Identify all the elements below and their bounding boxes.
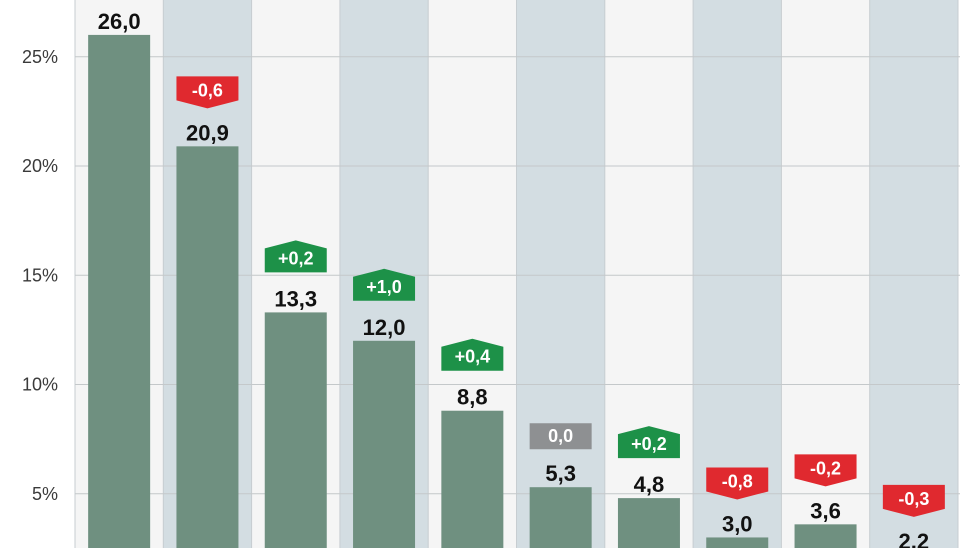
bar — [176, 146, 239, 548]
change-badge-label: -0,2 — [810, 458, 841, 478]
change-badge — [441, 338, 504, 371]
bar-value-label: 20,9 — [186, 120, 229, 145]
y-axis: 5% 10% 15% 20% 25% — [22, 47, 58, 504]
bar-value-label: 3,6 — [810, 498, 841, 523]
column-background — [516, 0, 605, 548]
y-tick-label: 10% — [22, 375, 58, 395]
bar-value-label: 3,0 — [722, 511, 753, 536]
bar — [794, 524, 857, 548]
change-badge — [706, 467, 769, 500]
y-tick-label: 20% — [22, 156, 58, 176]
bar-value-label: 26,0 — [98, 9, 141, 34]
bar — [617, 498, 680, 548]
bar-value-label: 8,8 — [457, 385, 488, 410]
bar — [264, 312, 327, 548]
column-background — [604, 0, 694, 548]
change-badge — [264, 240, 327, 273]
bar — [706, 537, 769, 548]
bar-value-label: 13,3 — [274, 286, 317, 311]
bar-value-label: 4,8 — [634, 472, 665, 497]
change-badge-label: -0,6 — [192, 80, 223, 100]
change-badge-label: +0,2 — [278, 248, 314, 268]
change-badge — [794, 454, 857, 487]
y-tick-label: 25% — [22, 47, 58, 67]
column-background — [693, 0, 782, 548]
change-badge-label: -0,8 — [722, 471, 753, 491]
bars — [88, 34, 857, 548]
change-badge-label: +1,0 — [366, 277, 402, 297]
bar — [88, 34, 151, 548]
bar-value-label: 12,0 — [363, 315, 406, 340]
bar — [441, 410, 504, 548]
change-badge — [176, 76, 239, 109]
column-background — [869, 0, 958, 548]
value-labels: 26,0 20,9 13,3 12,0 8,8 5,3 4,8 3,0 3,6 2,2 — [98, 9, 929, 548]
change-badge-label: -0,3 — [898, 489, 929, 509]
change-badge — [617, 426, 680, 459]
y-tick-label: 5% — [32, 484, 58, 504]
y-tick-label: 15% — [22, 265, 58, 285]
change-badge — [882, 484, 945, 517]
change-badge-label: +0,2 — [631, 434, 667, 454]
bar-value-label: 5,3 — [545, 461, 576, 486]
change-badges: -0,6 +0,2 +1,0 +0,4 0,0 +0,2 -0,8 -0,2 -0,3 — [176, 76, 945, 517]
bar-value-label: 2,2 — [899, 529, 930, 548]
bar — [529, 487, 592, 548]
change-badge-label: +0,4 — [455, 347, 491, 367]
change-badge — [529, 423, 592, 450]
bar — [353, 340, 416, 548]
change-badge-label: 0,0 — [548, 426, 573, 446]
change-badge — [353, 268, 416, 301]
